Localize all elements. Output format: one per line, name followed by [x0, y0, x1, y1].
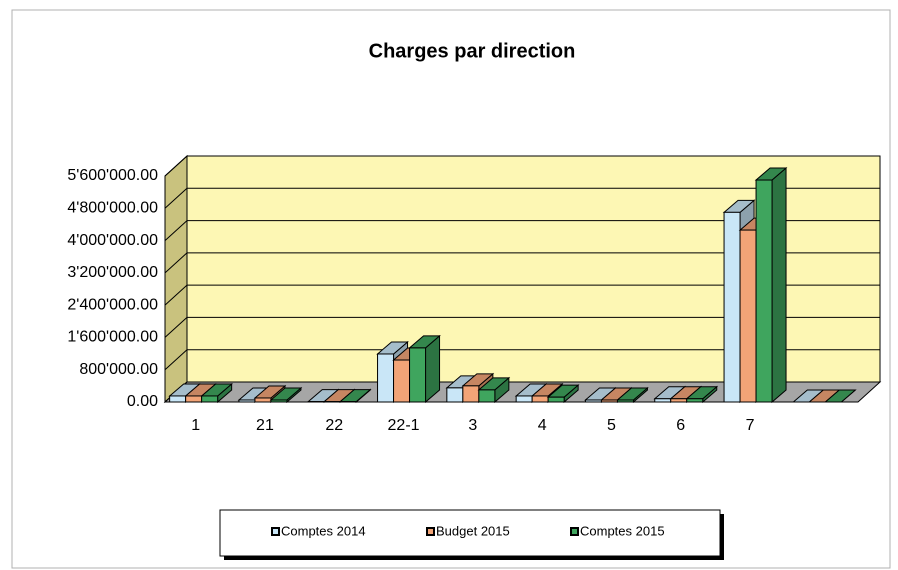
grid-line — [164, 316, 880, 338]
grid-line — [164, 155, 880, 177]
x-tick-label: 21 — [256, 417, 274, 434]
grid-line — [164, 349, 880, 371]
bar — [686, 398, 704, 403]
legend — [219, 509, 721, 557]
bar — [238, 399, 256, 403]
y-tick-label: 4'800'000.00 — [67, 200, 158, 217]
y-tick-label: 1'600'000.00 — [67, 329, 158, 346]
grid-line — [164, 220, 880, 241]
bar — [654, 398, 672, 403]
bar — [739, 229, 757, 403]
x-tick-label: 1 — [191, 417, 200, 434]
y-tick-label: 2'400'000.00 — [67, 296, 158, 313]
bar — [462, 385, 480, 403]
bar — [600, 399, 618, 403]
y-tick-label: 4'000'000.00 — [67, 232, 158, 249]
x-tick-label: 7 — [746, 417, 755, 434]
legend-swatch — [426, 527, 435, 536]
bar-side — [771, 166, 787, 404]
legend-swatch — [271, 527, 280, 536]
bar — [670, 398, 688, 403]
legend-label: Comptes 2015 — [580, 523, 665, 538]
bar — [616, 399, 634, 403]
chart-title: Charges par direction — [369, 40, 576, 62]
bar — [254, 397, 272, 403]
side-wall — [164, 154, 188, 404]
legend-swatch — [570, 527, 579, 536]
bar — [393, 359, 411, 403]
bar — [185, 395, 203, 403]
bar — [547, 396, 565, 403]
bar-top — [823, 389, 857, 403]
x-tick-label: 6 — [676, 417, 685, 434]
x-tick-label: 22 — [325, 417, 343, 434]
y-tick-label: 800'000.00 — [79, 361, 158, 378]
x-tick-label: 5 — [607, 417, 616, 434]
bar — [201, 395, 219, 403]
bar — [169, 395, 187, 403]
grid-line — [164, 187, 880, 209]
legend-label: Budget 2015 — [436, 523, 510, 538]
x-tick-label: 3 — [468, 417, 477, 434]
y-tick-label: 5'600'000.00 — [67, 167, 158, 184]
y-tick-label: 0.00 — [127, 393, 158, 410]
bar — [446, 387, 464, 403]
bar — [478, 389, 496, 403]
bar — [723, 211, 741, 403]
bar — [377, 353, 395, 403]
bar — [584, 399, 602, 403]
x-tick-label: 22-1 — [388, 417, 420, 434]
legend-label: Comptes 2014 — [281, 523, 366, 538]
bar — [409, 347, 427, 403]
bar — [755, 179, 773, 403]
bar — [515, 395, 533, 403]
bar — [270, 399, 288, 403]
grid-line — [164, 252, 880, 274]
bar — [531, 395, 549, 403]
x-tick-label: 4 — [538, 417, 547, 434]
grid-line — [164, 284, 880, 306]
y-tick-label: 3'200'000.00 — [67, 264, 158, 281]
